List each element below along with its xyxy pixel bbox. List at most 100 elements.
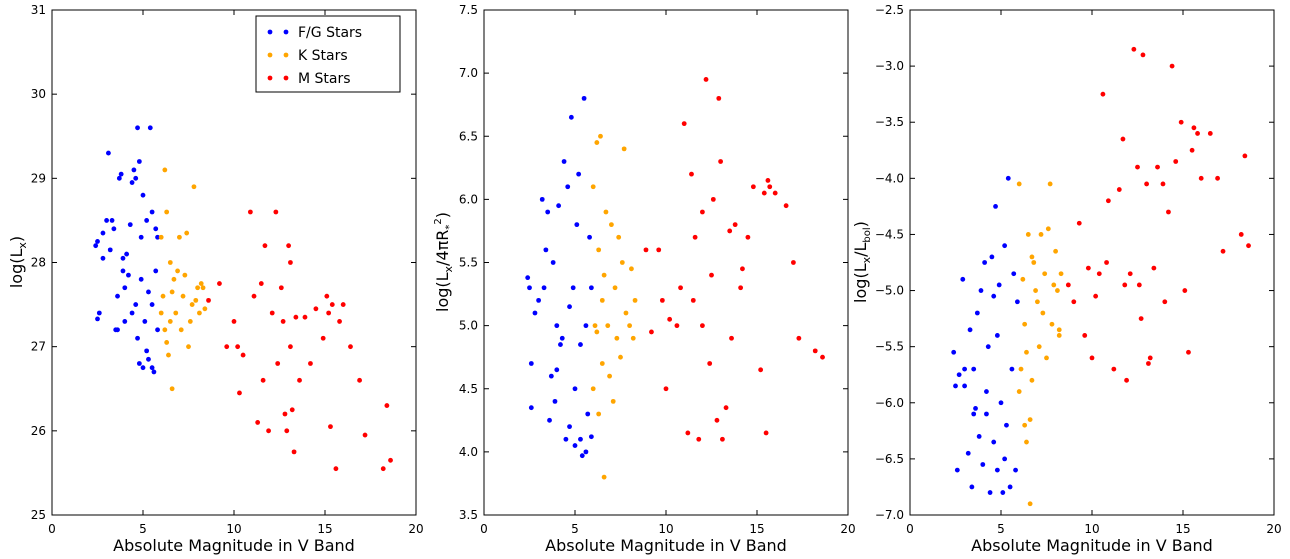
y-tick-label: −5.5 xyxy=(875,340,904,354)
data-point-m xyxy=(1242,153,1248,159)
y-tick-label: −7.0 xyxy=(875,508,904,522)
data-point-fg xyxy=(1013,467,1018,473)
data-point-k xyxy=(596,411,602,417)
data-point-m xyxy=(273,209,279,215)
x-tick-label: 10 xyxy=(1084,522,1099,536)
y-axis-label: log(Lx/Lbol) xyxy=(851,221,873,303)
data-point-k xyxy=(184,230,190,236)
data-point-fg xyxy=(539,196,545,202)
data-point-fg xyxy=(104,218,109,223)
data-point-k xyxy=(616,234,622,240)
data-point-fg xyxy=(556,203,562,209)
data-point-m xyxy=(1093,293,1099,299)
data-point-m xyxy=(656,247,662,253)
data-point-k xyxy=(1044,355,1049,361)
data-point-k xyxy=(1035,299,1040,305)
data-point-fg xyxy=(973,405,978,411)
data-point-fg xyxy=(95,239,100,244)
data-point-fg xyxy=(116,175,122,181)
legend-box xyxy=(255,15,401,93)
data-point-m xyxy=(674,323,680,329)
data-point-m xyxy=(685,430,691,436)
data-point-k xyxy=(187,319,193,324)
data-point-fg xyxy=(567,424,572,430)
data-point-k xyxy=(1053,248,1058,254)
y-tick-label: 6.5 xyxy=(459,129,478,143)
data-point-m xyxy=(348,344,353,350)
data-point-m xyxy=(1100,91,1106,97)
data-point-k xyxy=(162,167,168,173)
data-point-m xyxy=(262,243,268,249)
data-point-m xyxy=(820,354,825,360)
data-point-k xyxy=(169,289,175,295)
data-point-fg xyxy=(111,226,117,232)
data-point-m xyxy=(732,222,738,228)
y-tick-label: 3.5 xyxy=(459,508,478,522)
data-point-k xyxy=(590,184,596,190)
data-point-fg xyxy=(552,398,558,404)
data-point-m xyxy=(729,335,734,341)
data-point-fg xyxy=(106,150,111,156)
data-point-m xyxy=(663,386,669,392)
data-point-m xyxy=(796,335,802,341)
data-point-m xyxy=(380,466,386,472)
x-tick-label: 0 xyxy=(480,522,488,536)
data-point-k xyxy=(592,323,598,329)
data-point-k xyxy=(1045,226,1051,232)
data-point-fg xyxy=(984,411,989,417)
data-point-fg xyxy=(951,349,957,355)
x-tick-label: 15 xyxy=(1175,522,1190,536)
data-point-k xyxy=(596,247,602,253)
data-point-fg xyxy=(1002,456,1008,462)
data-point-fg xyxy=(146,289,151,295)
data-point-m xyxy=(1105,198,1111,204)
data-point-m xyxy=(1186,349,1191,355)
data-point-k xyxy=(1040,310,1046,316)
data-point-k xyxy=(590,386,596,392)
data-point-fg xyxy=(1009,366,1015,372)
data-point-fg xyxy=(144,348,150,354)
data-point-m xyxy=(326,310,332,316)
data-point-m xyxy=(750,184,756,190)
data-point-m xyxy=(690,297,696,303)
data-point-k xyxy=(1020,276,1026,282)
x-tick-label: 10 xyxy=(226,522,241,536)
data-point-m xyxy=(324,293,330,299)
data-point-m xyxy=(709,272,714,278)
data-point-k xyxy=(623,310,629,316)
data-point-k xyxy=(198,281,204,286)
data-point-k xyxy=(627,323,632,329)
data-point-fg xyxy=(133,302,139,307)
data-point-fg xyxy=(554,367,560,373)
data-point-k xyxy=(186,344,191,350)
data-point-m xyxy=(284,428,290,434)
data-point-k xyxy=(609,222,614,228)
data-point-fg xyxy=(581,95,587,101)
x-tick-label: 5 xyxy=(997,522,1005,536)
x-tick-label: 5 xyxy=(571,522,579,536)
data-point-k xyxy=(1016,181,1022,187)
data-point-m xyxy=(224,344,230,350)
data-point-fg xyxy=(151,369,157,375)
data-point-m xyxy=(333,466,339,472)
data-point-fg xyxy=(962,383,967,389)
legend-marker-m xyxy=(283,75,289,81)
data-point-fg xyxy=(572,443,578,448)
data-point-m xyxy=(1116,187,1122,192)
data-point-fg xyxy=(583,323,589,329)
data-point-k xyxy=(594,329,600,335)
data-point-fg xyxy=(1007,484,1013,490)
data-point-k xyxy=(169,386,175,392)
data-point-m xyxy=(681,121,687,127)
data-point-fg xyxy=(563,436,569,442)
data-point-fg xyxy=(587,234,592,240)
y-tick-label: −3.5 xyxy=(875,115,904,129)
data-point-fg xyxy=(978,288,984,293)
data-point-k xyxy=(612,285,618,291)
data-point-m xyxy=(1246,243,1251,249)
data-point-fg xyxy=(127,222,133,228)
data-point-k xyxy=(175,268,180,274)
data-point-m xyxy=(1127,271,1133,277)
data-point-k xyxy=(614,335,620,341)
data-point-k xyxy=(601,474,607,480)
